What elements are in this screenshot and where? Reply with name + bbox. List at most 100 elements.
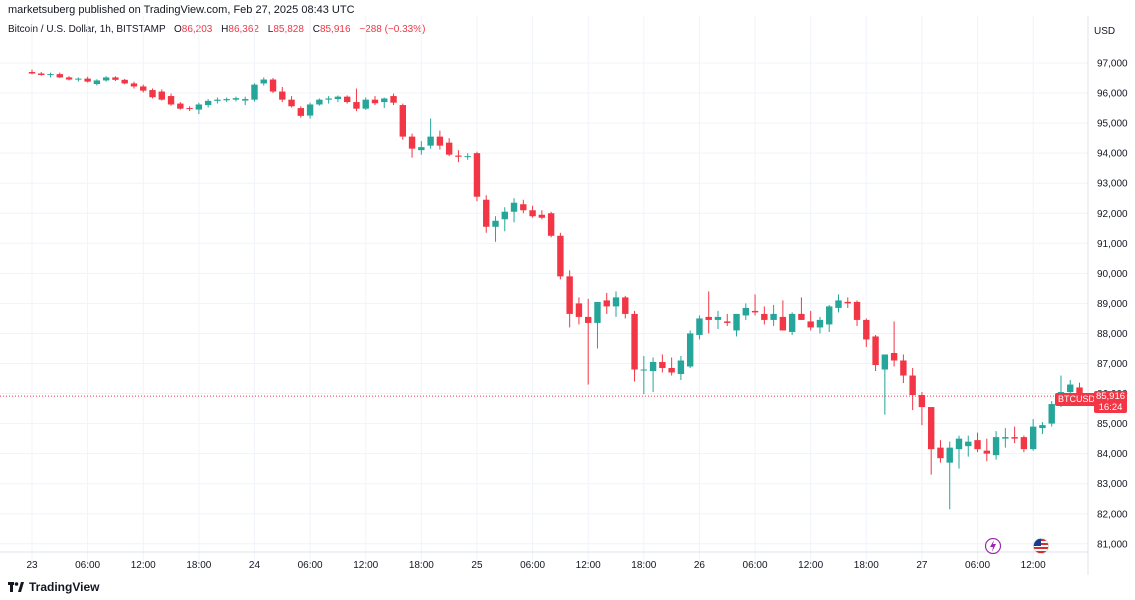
symbol-description: Bitcoin / U.S. Dollar, 1h, BITSTAMP xyxy=(8,24,166,35)
candle-body xyxy=(751,310,759,313)
candle-body xyxy=(983,450,991,454)
y-tick-label: 82,000 xyxy=(1097,509,1128,520)
candle-body xyxy=(158,91,165,100)
candle-body xyxy=(798,313,805,320)
lightning-event-icon[interactable] xyxy=(984,537,1002,555)
candle-body xyxy=(927,407,935,450)
low-value: 85,828 xyxy=(273,24,304,35)
y-tick-label: 91,000 xyxy=(1097,239,1128,250)
candle-body xyxy=(483,199,490,227)
x-tick-label: 12:00 xyxy=(798,560,823,571)
candle-body xyxy=(557,235,564,277)
candle-body xyxy=(436,136,444,146)
candle-body xyxy=(427,136,434,146)
candle-body xyxy=(992,437,1000,456)
candle-body xyxy=(362,99,369,109)
candle-body xyxy=(84,78,91,82)
bar-countdown: 16:24 xyxy=(1098,402,1123,413)
candle-body xyxy=(1076,387,1083,397)
y-tick-label: 84,000 xyxy=(1097,449,1128,460)
close-value: 85,916 xyxy=(319,24,351,35)
symbol-legend: Bitcoin / U.S. Dollar, 1h, BITSTAMP O 86,… xyxy=(8,24,431,35)
candle-body xyxy=(390,96,397,103)
high-value: 86,362 xyxy=(228,24,259,35)
candle-body xyxy=(853,301,861,320)
y-tick-label: 89,000 xyxy=(1097,299,1128,310)
candle-body xyxy=(149,90,156,98)
tradingview-brand[interactable]: TradingView xyxy=(8,580,99,594)
open-label: O xyxy=(174,24,182,35)
candle-body xyxy=(900,360,907,376)
us-flag-icon[interactable] xyxy=(1033,538,1049,554)
candle-body xyxy=(177,103,184,109)
candle-body xyxy=(325,98,332,100)
candle-body xyxy=(733,313,740,331)
y-tick-label: 85,000 xyxy=(1097,419,1128,430)
candle-body xyxy=(1039,425,1046,429)
x-tick-label: 12:00 xyxy=(1021,560,1046,571)
candle-body xyxy=(260,79,267,84)
y-tick-label: 90,000 xyxy=(1097,269,1128,280)
x-tick-label: 23 xyxy=(26,560,38,571)
low-label: L xyxy=(267,24,274,35)
x-tick-label: 06:00 xyxy=(743,560,768,571)
candle-body xyxy=(640,369,648,371)
publish-info: marketsuberg published on TradingView.co… xyxy=(8,4,355,16)
candle-body xyxy=(371,99,379,104)
candle-body xyxy=(501,211,508,220)
candle-body xyxy=(631,313,638,370)
candle-body xyxy=(761,313,768,320)
candle-body xyxy=(1029,426,1037,450)
candle-body xyxy=(473,153,481,197)
candle-body xyxy=(408,136,416,149)
x-tick-label: 12:00 xyxy=(353,560,378,571)
x-tick-label: 18:00 xyxy=(631,560,656,571)
x-tick-label: 25 xyxy=(471,560,483,571)
x-tick-label: 06:00 xyxy=(965,560,990,571)
candle-body xyxy=(140,86,147,91)
candle-body xyxy=(269,79,277,92)
x-tick-label: 18:00 xyxy=(186,560,211,571)
candle-body xyxy=(705,316,712,320)
last-price-badge: 85,916 16:24 xyxy=(1094,391,1127,413)
high-label: H xyxy=(221,24,229,35)
candle-body xyxy=(445,142,453,155)
candle-body xyxy=(195,104,203,110)
candle-body xyxy=(455,155,462,157)
x-tick-label: 06:00 xyxy=(298,560,323,571)
candle-body xyxy=(612,297,620,307)
candle-body xyxy=(102,77,110,81)
y-tick-label: 92,000 xyxy=(1097,209,1128,220)
candle-body xyxy=(575,303,583,317)
y-tick-label: 88,000 xyxy=(1097,329,1128,340)
candle-body xyxy=(807,321,814,328)
candle-body xyxy=(965,441,972,447)
candle-body xyxy=(974,440,981,450)
candle-body xyxy=(724,321,731,323)
candle-body xyxy=(464,156,471,158)
candle-body xyxy=(603,300,610,307)
candle-body xyxy=(47,74,54,76)
candle-body xyxy=(418,147,425,151)
change-value: −288 (−0.33%) xyxy=(359,24,426,35)
candle-body xyxy=(93,80,101,85)
candle-body xyxy=(343,96,351,103)
x-tick-label: 18:00 xyxy=(409,560,434,571)
y-tick-label: 95,000 xyxy=(1097,119,1128,130)
y-tick-label: 94,000 xyxy=(1097,149,1128,160)
x-tick-label: 26 xyxy=(694,560,706,571)
y-tick-label: 93,000 xyxy=(1097,179,1128,190)
brand-text: TradingView xyxy=(29,580,100,594)
publish-text: published on TradingView.com, Feb 27, 20… xyxy=(78,4,355,16)
candle-body xyxy=(214,99,221,101)
author-name: marketsuberg xyxy=(8,4,76,16)
y-tick-label: 96,000 xyxy=(1097,89,1128,100)
tradingview-logo-icon xyxy=(8,582,24,592)
x-tick-label: 12:00 xyxy=(576,560,601,571)
currency-label[interactable]: USD xyxy=(1094,26,1116,37)
candle-body xyxy=(242,99,249,101)
candle-body xyxy=(399,105,406,137)
candle-body xyxy=(121,79,128,84)
x-tick-label: 18:00 xyxy=(854,560,879,571)
